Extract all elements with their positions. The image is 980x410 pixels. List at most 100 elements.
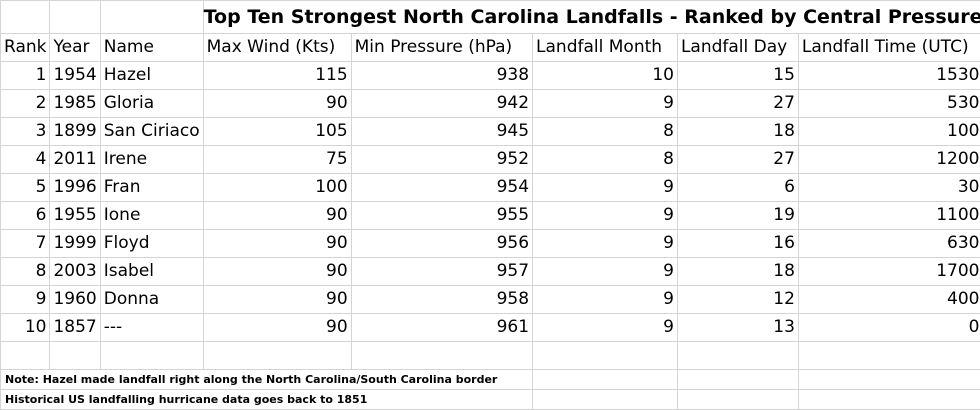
table-cell[interactable]: 90 — [203, 314, 351, 342]
table-cell[interactable]: 952 — [351, 146, 532, 174]
table-cell[interactable]: 18 — [677, 258, 798, 286]
table-cell[interactable]: 9 — [533, 202, 678, 230]
table-cell[interactable]: 6 — [1, 202, 50, 230]
table-cell[interactable]: 1530 — [798, 62, 980, 90]
table-cell[interactable]: 9 — [533, 314, 678, 342]
table-cell[interactable]: 10 — [1, 314, 50, 342]
table-cell[interactable]: 9 — [533, 230, 678, 258]
empty-cell[interactable] — [798, 370, 980, 390]
sheet-title[interactable]: Top Ten Strongest North Carolina Landfal… — [203, 1, 980, 34]
table-cell[interactable]: 100 — [798, 118, 980, 146]
table-cell[interactable]: 75 — [203, 146, 351, 174]
table-cell[interactable]: 100 — [203, 174, 351, 202]
empty-cell[interactable] — [1, 1, 50, 34]
table-cell[interactable]: 1955 — [50, 202, 100, 230]
table-cell[interactable]: 955 — [351, 202, 532, 230]
table-cell[interactable]: 957 — [351, 258, 532, 286]
table-cell[interactable]: 1960 — [50, 286, 100, 314]
table-cell[interactable]: 90 — [203, 258, 351, 286]
table-cell[interactable]: 400 — [798, 286, 980, 314]
table-cell[interactable]: 530 — [798, 90, 980, 118]
table-cell[interactable]: 945 — [351, 118, 532, 146]
empty-cell[interactable] — [351, 342, 532, 370]
table-cell[interactable]: 954 — [351, 174, 532, 202]
table-cell[interactable]: 1857 — [50, 314, 100, 342]
table-cell[interactable]: 630 — [798, 230, 980, 258]
table-cell[interactable]: 9 — [533, 286, 678, 314]
table-cell[interactable]: 5 — [1, 174, 50, 202]
column-header[interactable]: Min Pressure (hPa) — [351, 34, 532, 62]
column-header[interactable]: Max Wind (Kts) — [203, 34, 351, 62]
table-cell[interactable]: 0 — [798, 314, 980, 342]
table-cell[interactable]: 1999 — [50, 230, 100, 258]
empty-cell[interactable] — [100, 342, 203, 370]
empty-cell[interactable] — [203, 342, 351, 370]
note-text[interactable]: Note: Hazel made landfall right along th… — [1, 370, 533, 390]
table-cell[interactable]: 90 — [203, 90, 351, 118]
empty-cell[interactable] — [100, 1, 203, 34]
table-cell[interactable]: 15 — [677, 62, 798, 90]
table-cell[interactable]: 8 — [1, 258, 50, 286]
empty-cell[interactable] — [1, 342, 50, 370]
table-cell[interactable]: 1985 — [50, 90, 100, 118]
table-cell[interactable]: Isabel — [100, 258, 203, 286]
table-cell[interactable]: 27 — [677, 90, 798, 118]
table-cell[interactable]: 19 — [677, 202, 798, 230]
table-cell[interactable]: 3 — [1, 118, 50, 146]
empty-cell[interactable] — [798, 342, 980, 370]
empty-cell[interactable] — [533, 370, 678, 390]
table-cell[interactable]: 16 — [677, 230, 798, 258]
table-cell[interactable]: Gloria — [100, 90, 203, 118]
table-cell[interactable]: 105 — [203, 118, 351, 146]
table-cell[interactable]: 1100 — [798, 202, 980, 230]
table-cell[interactable]: 90 — [203, 286, 351, 314]
table-cell[interactable]: 8 — [533, 118, 678, 146]
table-cell[interactable]: Irene — [100, 146, 203, 174]
table-cell[interactable]: 2011 — [50, 146, 100, 174]
column-header[interactable]: Landfall Day — [677, 34, 798, 62]
table-cell[interactable]: Floyd — [100, 230, 203, 258]
table-cell[interactable]: 6 — [677, 174, 798, 202]
table-cell[interactable]: Hazel — [100, 62, 203, 90]
table-cell[interactable]: 942 — [351, 90, 532, 118]
table-cell[interactable]: 1700 — [798, 258, 980, 286]
empty-cell[interactable] — [677, 370, 798, 390]
table-cell[interactable]: 9 — [1, 286, 50, 314]
table-cell[interactable]: 27 — [677, 146, 798, 174]
column-header[interactable]: Year — [50, 34, 100, 62]
table-cell[interactable]: 956 — [351, 230, 532, 258]
column-header[interactable]: Rank — [1, 34, 50, 62]
table-cell[interactable]: 1954 — [50, 62, 100, 90]
table-cell[interactable]: Donna — [100, 286, 203, 314]
table-cell[interactable]: 4 — [1, 146, 50, 174]
table-cell[interactable]: 90 — [203, 230, 351, 258]
table-cell[interactable]: 1899 — [50, 118, 100, 146]
table-cell[interactable]: San Ciriaco — [100, 118, 203, 146]
table-cell[interactable]: 9 — [533, 174, 678, 202]
empty-cell[interactable] — [50, 342, 100, 370]
table-cell[interactable]: --- — [100, 314, 203, 342]
empty-cell[interactable] — [50, 1, 100, 34]
table-cell[interactable]: 2 — [1, 90, 50, 118]
column-header[interactable]: Landfall Month — [533, 34, 678, 62]
table-cell[interactable]: 30 — [798, 174, 980, 202]
table-cell[interactable]: 7 — [1, 230, 50, 258]
table-cell[interactable]: 10 — [533, 62, 678, 90]
column-header[interactable]: Landfall Time (UTC) — [798, 34, 980, 62]
table-cell[interactable]: 1996 — [50, 174, 100, 202]
table-cell[interactable]: 9 — [533, 90, 678, 118]
table-cell[interactable]: 18 — [677, 118, 798, 146]
table-cell[interactable]: Fran — [100, 174, 203, 202]
table-cell[interactable]: Ione — [100, 202, 203, 230]
table-cell[interactable]: 12 — [677, 286, 798, 314]
table-cell[interactable]: 90 — [203, 202, 351, 230]
table-cell[interactable]: 958 — [351, 286, 532, 314]
empty-cell[interactable] — [677, 342, 798, 370]
table-cell[interactable]: 1 — [1, 62, 50, 90]
table-cell[interactable]: 2003 — [50, 258, 100, 286]
table-cell[interactable]: 938 — [351, 62, 532, 90]
empty-cell[interactable] — [533, 342, 678, 370]
table-cell[interactable]: 9 — [533, 258, 678, 286]
table-cell[interactable]: 8 — [533, 146, 678, 174]
column-header[interactable]: Name — [100, 34, 203, 62]
